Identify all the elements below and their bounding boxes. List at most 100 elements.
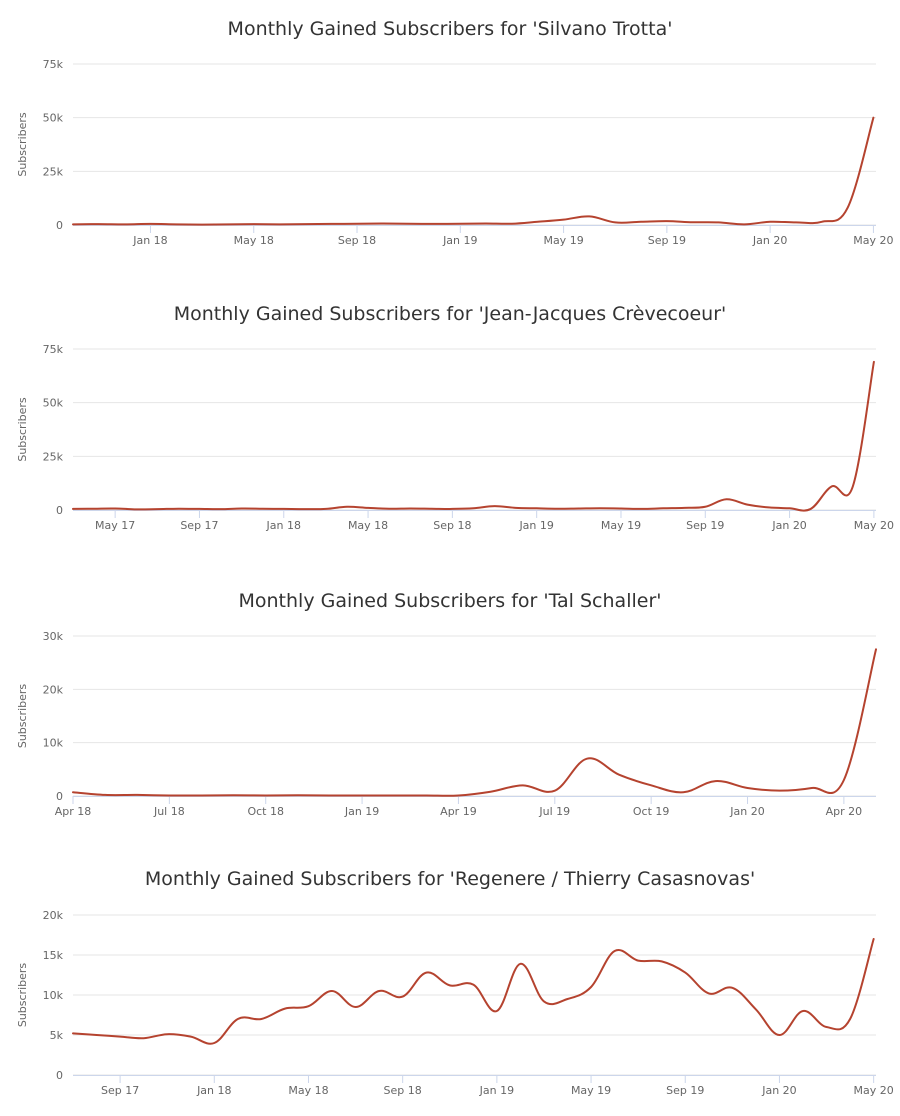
data-point[interactable] <box>847 1016 853 1022</box>
data-point[interactable] <box>211 1040 217 1046</box>
x-tick-label: Jan 20 <box>752 234 787 247</box>
y-tick-label: 0 <box>56 1069 63 1082</box>
data-point[interactable] <box>141 1035 147 1041</box>
y-tick-label: 0 <box>56 790 63 803</box>
data-point[interactable] <box>682 970 688 976</box>
x-tick-label: May 19 <box>601 519 641 532</box>
x-tick-label: Jan 19 <box>442 234 477 247</box>
data-point[interactable] <box>635 958 641 964</box>
data-point[interactable] <box>541 998 547 1004</box>
chart-title: Monthly Gained Subscribers for 'Tal Scha… <box>238 590 662 612</box>
data-point[interactable] <box>824 1024 830 1030</box>
x-tick-label: Sep 18 <box>384 1084 422 1097</box>
y-tick-label: 5k <box>50 1029 64 1042</box>
series-line <box>72 938 875 1045</box>
data-point[interactable] <box>329 988 335 994</box>
data-point[interactable] <box>164 1031 170 1037</box>
x-tick-label: Apr 19 <box>440 805 477 818</box>
chart-title: Monthly Gained Subscribers for 'Regenere… <box>144 868 756 890</box>
x-tick-label: Jan 18 <box>132 234 167 247</box>
x-tick-label: Sep 19 <box>666 1084 704 1097</box>
x-tick-label: Oct 19 <box>633 805 670 818</box>
data-point[interactable] <box>305 1003 311 1009</box>
x-tick-label: Sep 18 <box>433 519 471 532</box>
x-tick-label: Jul 19 <box>538 805 570 818</box>
data-point[interactable] <box>612 948 618 954</box>
y-tick-label: 50k <box>43 397 64 410</box>
chart-title: Monthly Gained Subscribers for 'Jean-Jac… <box>173 303 727 325</box>
y-tick-label: 20k <box>43 909 64 922</box>
chart-title: Monthly Gained Subscribers for 'Silvano … <box>227 18 673 40</box>
y-tick-label: 0 <box>56 504 63 517</box>
data-point[interactable] <box>494 1008 500 1014</box>
series-line <box>72 648 877 797</box>
y-tick-label: 50k <box>43 112 64 125</box>
x-tick-label: May 20 <box>853 234 893 247</box>
y-tick-label: 25k <box>43 450 64 463</box>
y-axis-label: Subscribers <box>16 963 29 1028</box>
data-point[interactable] <box>776 1032 782 1038</box>
data-point[interactable] <box>235 1016 241 1022</box>
data-point[interactable] <box>400 994 406 1000</box>
data-point[interactable] <box>470 982 476 988</box>
data-point[interactable] <box>729 985 735 991</box>
data-point[interactable] <box>117 1034 123 1040</box>
y-tick-label: 75k <box>43 58 64 71</box>
x-tick-label: Sep 19 <box>648 234 686 247</box>
y-tick-label: 75k <box>43 343 64 356</box>
data-point[interactable] <box>70 1030 76 1036</box>
x-tick-label: Jan 18 <box>266 519 301 532</box>
data-point[interactable] <box>188 1034 194 1040</box>
data-point[interactable] <box>376 988 382 994</box>
data-point[interactable] <box>706 990 712 996</box>
x-tick-label: Jan 18 <box>196 1084 231 1097</box>
x-tick-label: May 20 <box>854 1084 894 1097</box>
data-point[interactable] <box>423 970 429 976</box>
data-point[interactable] <box>282 1006 288 1012</box>
x-tick-label: Apr 18 <box>55 805 92 818</box>
data-point[interactable] <box>753 1006 759 1012</box>
x-tick-label: Jan 19 <box>344 805 379 818</box>
x-tick-label: May 18 <box>348 519 388 532</box>
x-tick-label: May 20 <box>854 519 894 532</box>
x-tick-label: Sep 18 <box>338 234 376 247</box>
data-point[interactable] <box>258 1016 264 1022</box>
data-point[interactable] <box>565 996 571 1002</box>
x-tick-label: Jan 20 <box>729 805 764 818</box>
x-tick-label: May 18 <box>288 1084 328 1097</box>
x-tick-label: Jul 18 <box>153 805 185 818</box>
data-point[interactable] <box>588 984 594 990</box>
data-point[interactable] <box>800 1008 806 1014</box>
x-tick-label: Apr 20 <box>826 805 863 818</box>
data-point[interactable] <box>94 1032 100 1038</box>
y-tick-label: 15k <box>43 949 64 962</box>
x-tick-label: Jan 20 <box>771 519 806 532</box>
x-tick-label: May 19 <box>571 1084 611 1097</box>
y-tick-label: 0 <box>56 219 63 232</box>
series-line <box>72 360 875 512</box>
data-point[interactable] <box>871 936 877 942</box>
x-tick-label: May 19 <box>543 234 583 247</box>
y-tick-label: 10k <box>43 737 64 750</box>
data-point[interactable] <box>353 1004 359 1010</box>
y-tick-label: 25k <box>43 165 64 178</box>
x-tick-label: Jan 20 <box>761 1084 796 1097</box>
series-line <box>72 116 875 226</box>
y-tick-label: 10k <box>43 989 64 1002</box>
y-axis-label: Subscribers <box>16 397 29 462</box>
x-tick-label: Jan 19 <box>518 519 553 532</box>
y-axis-label: Subscribers <box>16 684 29 749</box>
y-tick-label: 20k <box>43 683 64 696</box>
y-axis-label: Subscribers <box>16 112 29 177</box>
x-tick-label: Oct 18 <box>247 805 284 818</box>
data-point[interactable] <box>659 958 665 964</box>
x-tick-label: May 18 <box>234 234 274 247</box>
data-point[interactable] <box>517 961 523 967</box>
x-tick-label: Jan 19 <box>479 1084 514 1097</box>
data-point[interactable] <box>447 982 453 988</box>
x-tick-label: Sep 17 <box>101 1084 139 1097</box>
x-tick-label: Sep 17 <box>180 519 218 532</box>
